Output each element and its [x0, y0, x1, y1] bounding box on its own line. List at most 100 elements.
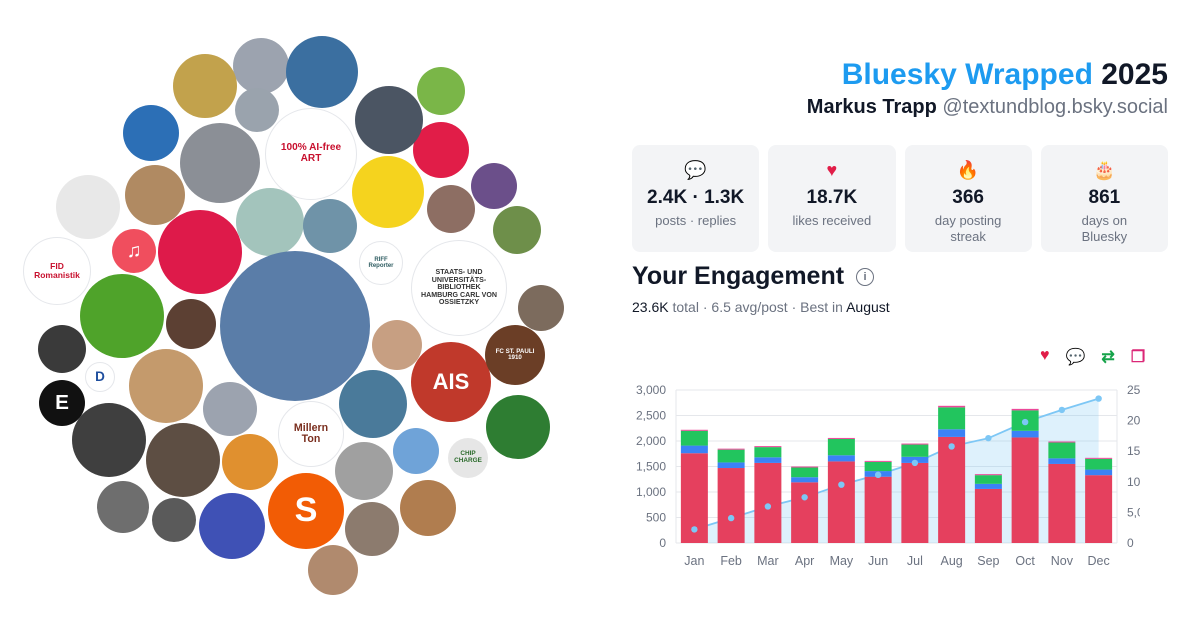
- avatar[interactable]: [339, 370, 407, 438]
- bar-likes: [1085, 475, 1113, 543]
- repost-icon[interactable]: ⇄: [1101, 349, 1115, 366]
- avatar[interactable]: [345, 502, 399, 556]
- avatar[interactable]: [56, 175, 120, 239]
- avatar-label: ♫: [126, 239, 142, 262]
- title-year: 2025: [1101, 58, 1168, 91]
- bar-reposts: [938, 407, 966, 430]
- cumulative-point: [1058, 406, 1066, 414]
- bar-likes: [1011, 437, 1039, 543]
- x-tick-label: Mar: [757, 554, 779, 568]
- avatar[interactable]: [146, 423, 220, 497]
- avatar[interactable]: [486, 395, 550, 459]
- avatar[interactable]: [427, 185, 475, 233]
- stat-value: 861: [1088, 187, 1121, 208]
- avatar[interactable]: [152, 498, 196, 542]
- avatar[interactable]: [233, 38, 289, 94]
- avatar[interactable]: [236, 188, 304, 256]
- bar-quotes: [864, 460, 892, 462]
- avatar[interactable]: STAATS- UND UNIVERSITÄTS- BIBLIOTHEK HAM…: [411, 240, 507, 336]
- user-handle[interactable]: @textundblog.bsky.social: [942, 96, 1168, 118]
- avatar[interactable]: [222, 434, 278, 490]
- avatar[interactable]: [199, 493, 265, 559]
- y2-tick-label: 5,000: [1127, 505, 1140, 519]
- avatar[interactable]: ♫: [112, 229, 156, 273]
- avatar[interactable]: [235, 88, 279, 132]
- avatar[interactable]: [38, 325, 86, 373]
- avatar[interactable]: [123, 105, 179, 161]
- avatar[interactable]: CHIP CHARGE: [448, 438, 488, 478]
- bar-reposts: [1085, 458, 1113, 470]
- info-icon[interactable]: i: [856, 267, 875, 286]
- avatar[interactable]: [493, 206, 541, 254]
- avatar-label: D: [95, 368, 105, 384]
- bar-likes: [827, 461, 855, 543]
- avatar[interactable]: [166, 299, 216, 349]
- bar-likes: [717, 468, 745, 543]
- bar-likes: [791, 482, 819, 543]
- avatar[interactable]: [417, 67, 465, 115]
- bar-reposts: [974, 475, 1002, 484]
- avatar[interactable]: 100% AI-free ART: [265, 108, 357, 200]
- stat-value: 2.4K · 1.3K: [647, 187, 745, 208]
- avatar[interactable]: [471, 163, 517, 209]
- avatar[interactable]: [203, 382, 257, 436]
- avatar[interactable]: [413, 122, 469, 178]
- avatar[interactable]: [129, 349, 203, 423]
- avatar[interactable]: [180, 123, 260, 203]
- avatar[interactable]: [80, 274, 164, 358]
- heart-icon[interactable]: ♥: [1040, 347, 1050, 364]
- avatar[interactable]: [220, 251, 370, 401]
- avatar[interactable]: [303, 199, 357, 253]
- avatar[interactable]: [308, 545, 358, 595]
- avatar[interactable]: Millern Ton: [278, 401, 344, 467]
- avatar[interactable]: FID Romanistik: [23, 237, 91, 305]
- bar-reposts: [864, 461, 892, 472]
- speech-bubble-icon: 💬: [684, 160, 707, 180]
- stat-label: day posting streak: [934, 213, 1002, 244]
- avatar[interactable]: [352, 156, 424, 228]
- avatar[interactable]: [158, 210, 242, 294]
- avatar-label: CHIP CHARGE: [454, 450, 482, 464]
- engagement-total: 23.6K: [632, 299, 669, 315]
- x-tick-label: Apr: [795, 554, 814, 568]
- y2-tick-label: 0: [1127, 536, 1134, 550]
- avatar[interactable]: [372, 320, 422, 370]
- brand-title: Bluesky Wrapped: [841, 58, 1093, 91]
- quote-icon[interactable]: ❐: [1130, 349, 1146, 366]
- bar-replies: [827, 455, 855, 462]
- bar-replies: [680, 445, 708, 454]
- avatar[interactable]: [518, 285, 564, 331]
- bar-quotes: [791, 466, 819, 468]
- engagement-best-label: Best in: [800, 299, 843, 315]
- reply-icon[interactable]: 💬: [1065, 349, 1086, 366]
- avatar[interactable]: RIFF Reporter: [359, 241, 403, 285]
- avatar[interactable]: [335, 442, 393, 500]
- cumulative-point: [911, 459, 919, 467]
- bar-replies: [1048, 458, 1076, 464]
- y2-tick-label: 10,000: [1127, 475, 1140, 489]
- avatar[interactable]: [173, 54, 237, 118]
- avatar[interactable]: AIS: [411, 342, 491, 422]
- avatar[interactable]: [72, 403, 146, 477]
- bar-quotes: [827, 437, 855, 439]
- page-title: Bluesky Wrapped 2025: [842, 58, 1168, 92]
- cumulative-point: [1021, 418, 1029, 426]
- engagement-avg: 6.5 avg/post: [711, 299, 788, 315]
- avatar[interactable]: FC ST. PAULI 1910: [485, 325, 545, 385]
- avatar[interactable]: [393, 428, 439, 474]
- cumulative-point: [985, 434, 992, 442]
- cumulative-point: [801, 494, 808, 501]
- avatar[interactable]: D: [85, 362, 115, 392]
- avatar[interactable]: [286, 36, 358, 108]
- y-tick-label: 3,000: [636, 383, 666, 397]
- bar-replies: [1085, 469, 1113, 476]
- bar-quotes: [717, 448, 745, 450]
- avatar[interactable]: [97, 481, 149, 533]
- stat-label: likes received: [792, 213, 872, 228]
- bar-likes: [938, 436, 966, 543]
- cumulative-point: [1095, 395, 1102, 402]
- avatar[interactable]: [125, 165, 185, 225]
- avatar[interactable]: [355, 86, 423, 154]
- avatar[interactable]: [400, 480, 456, 536]
- avatar[interactable]: S: [268, 473, 344, 549]
